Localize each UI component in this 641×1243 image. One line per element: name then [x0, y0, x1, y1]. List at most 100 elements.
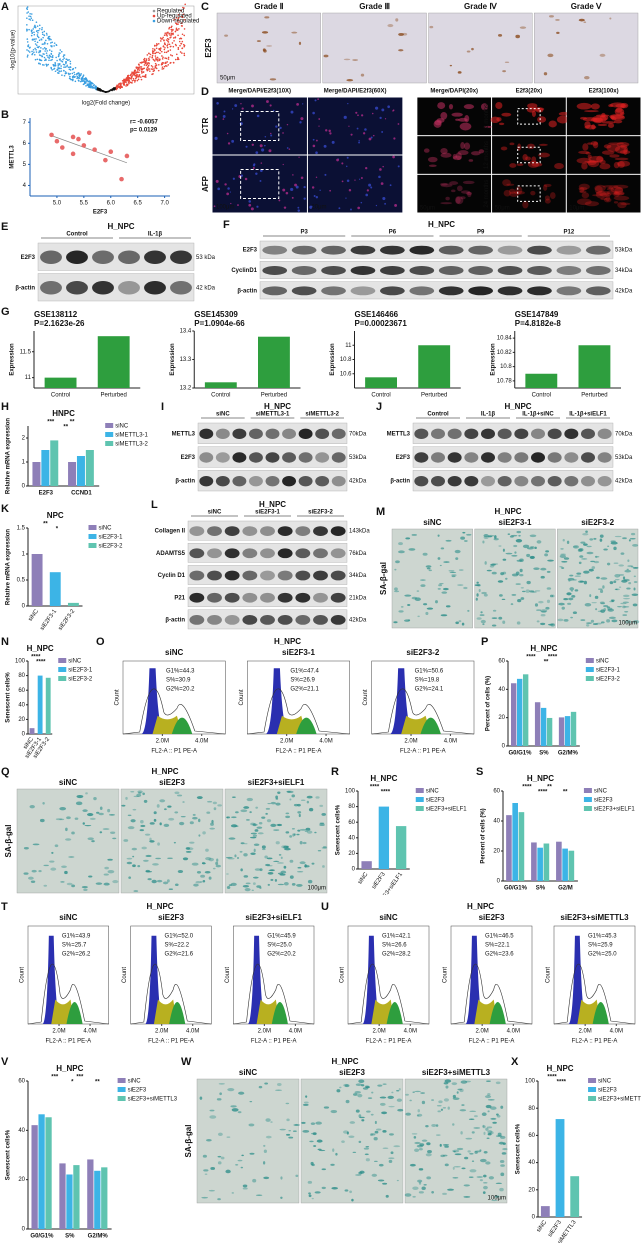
signal — [513, 190, 525, 195]
x-tick-label: G0/G1% — [504, 886, 528, 892]
legend-swatch — [58, 667, 67, 672]
cell — [449, 64, 453, 67]
cell — [438, 584, 443, 587]
signal — [587, 154, 592, 159]
point — [183, 45, 185, 48]
y-tick-label: 7 — [23, 120, 27, 126]
cell — [256, 826, 263, 829]
group-label: siMETTL3-2 — [305, 412, 339, 418]
cell — [282, 163, 284, 166]
cell — [546, 599, 551, 604]
cell — [468, 1118, 475, 1120]
point — [70, 151, 76, 157]
cell — [482, 1124, 485, 1128]
cell — [243, 875, 249, 878]
point — [34, 24, 36, 27]
cell — [630, 565, 634, 568]
cell — [136, 793, 142, 798]
point — [43, 53, 45, 55]
point — [171, 42, 174, 44]
point — [41, 43, 44, 45]
cell — [291, 31, 298, 34]
signal — [587, 142, 593, 145]
signal — [595, 191, 607, 199]
cell — [250, 836, 257, 839]
point — [58, 58, 61, 61]
cell — [174, 791, 180, 795]
legend-dot — [152, 9, 156, 13]
cell — [561, 560, 568, 563]
cell — [498, 594, 503, 597]
point — [156, 56, 159, 59]
x-tick-label: Control — [532, 393, 551, 399]
signal — [613, 201, 619, 204]
cell — [622, 537, 627, 540]
band — [282, 452, 297, 463]
cell — [255, 151, 259, 154]
cell — [622, 601, 629, 604]
cell — [487, 1110, 490, 1113]
point — [133, 81, 136, 83]
cell — [30, 880, 36, 883]
cell — [296, 102, 299, 106]
point — [117, 86, 119, 88]
stat-text: S%=19.8 — [415, 678, 440, 684]
cell — [102, 828, 110, 831]
signal — [527, 143, 535, 149]
cell — [149, 840, 155, 843]
cell — [411, 1133, 418, 1135]
band — [224, 548, 240, 559]
cell — [240, 842, 245, 845]
point — [148, 68, 151, 70]
y-axis-label: Expression — [10, 343, 16, 376]
band — [431, 475, 445, 487]
g2-peak — [592, 1001, 609, 1024]
cell — [98, 812, 104, 816]
cell — [249, 1152, 255, 1155]
cell — [609, 600, 615, 603]
scale-label: 100μm — [308, 886, 326, 892]
signal — [466, 191, 473, 196]
point — [46, 64, 48, 66]
cell — [162, 881, 169, 885]
point — [144, 76, 147, 78]
point — [127, 81, 130, 84]
bar — [540, 707, 547, 746]
cell — [295, 1174, 299, 1177]
size-label: 53kDa — [615, 248, 633, 254]
band — [315, 475, 330, 487]
cell — [362, 132, 366, 135]
cell — [543, 72, 548, 76]
point — [29, 12, 31, 15]
cell — [502, 571, 507, 575]
point — [151, 73, 153, 76]
cell — [586, 545, 592, 548]
cell — [623, 578, 630, 582]
cell — [71, 831, 75, 835]
point — [73, 71, 75, 74]
point — [50, 42, 52, 44]
legend-label: siNC — [596, 659, 610, 665]
cell — [489, 564, 495, 568]
point — [86, 130, 92, 136]
micrograph — [492, 174, 566, 213]
y-axis-label: Expression — [490, 343, 496, 376]
cell — [279, 1128, 286, 1131]
cell — [400, 606, 404, 608]
micrograph — [566, 136, 641, 174]
cell — [412, 1186, 419, 1190]
cell — [130, 791, 135, 793]
point — [183, 18, 186, 21]
point — [44, 48, 47, 50]
y-tick-label: 0.5 — [17, 578, 26, 584]
signal — [456, 185, 463, 192]
cell — [198, 834, 201, 837]
y-tick-label: 4 — [23, 183, 27, 189]
significance: **** — [36, 660, 46, 666]
panel-title: H_NPC — [331, 1057, 358, 1066]
panel: H_NPC SA-β-gal siNC siE2F3 siE2F3+siELF1 100μ… — [0, 765, 330, 895]
column-header: siE2F3-1 — [499, 518, 532, 527]
x-tick-label: 7.0 — [160, 201, 169, 207]
point — [109, 89, 111, 92]
